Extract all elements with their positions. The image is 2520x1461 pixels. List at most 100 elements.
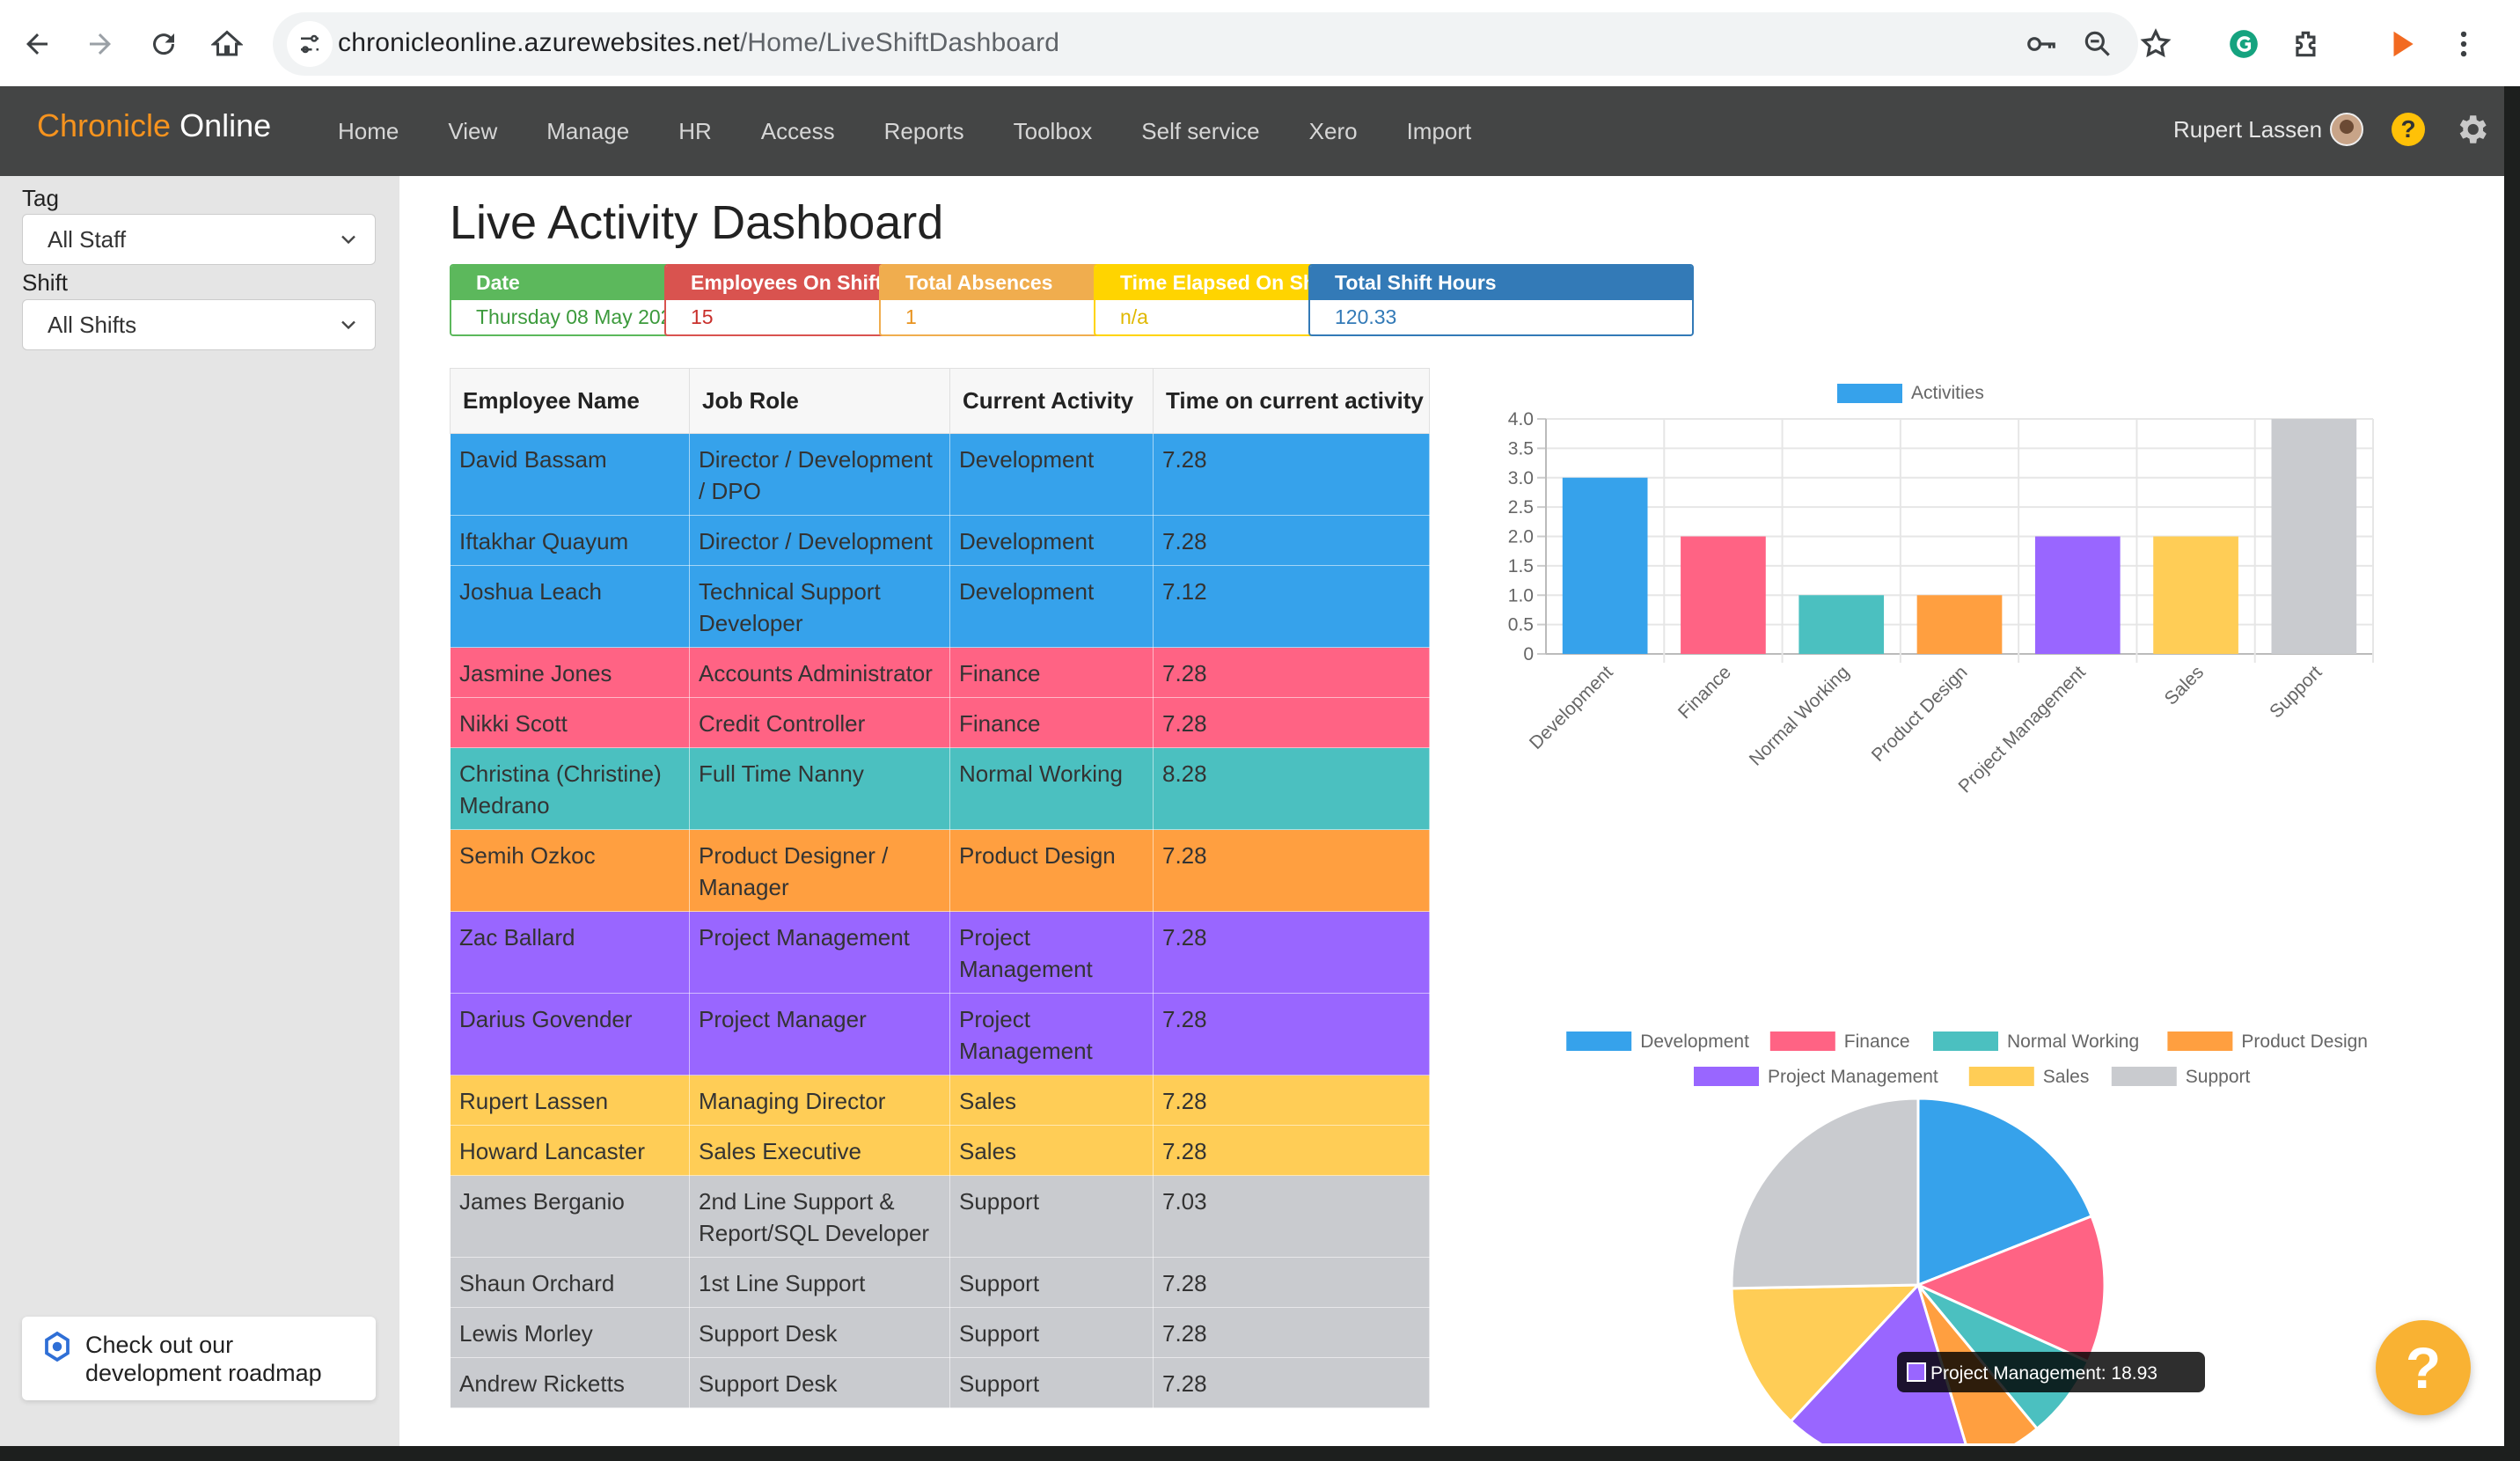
header-employee-name[interactable]: Employee Name (450, 368, 690, 434)
pie-slice-support[interactable] (1730, 1097, 1920, 1290)
bar-finance[interactable] (1681, 536, 1766, 655)
employee-name-cell: Lewis Morley (450, 1307, 690, 1358)
legend-swatch-development[interactable] (1566, 1032, 1632, 1051)
y-tick-label: 2.5 (1508, 497, 1534, 518)
bar-normal-working[interactable] (1798, 595, 1885, 654)
site-info-icon[interactable] (287, 21, 333, 67)
menu-item-self-service[interactable]: Self service (1141, 118, 1260, 144)
pie-slice-project-management[interactable] (1789, 1282, 1971, 1443)
menu-item-home[interactable]: Home (338, 118, 399, 144)
extensions-puzzle-icon[interactable] (2286, 23, 2328, 65)
header-time-on-activity[interactable]: Time on current activity (1153, 368, 1430, 434)
forward-button[interactable] (76, 19, 125, 69)
table-row[interactable]: Nikki Scott Credit Controller Finance 7.28 (450, 697, 1430, 748)
tag-select[interactable]: All Staff (22, 214, 376, 265)
shift-select[interactable]: All Shifts (22, 299, 376, 350)
job-role-cell: Project Manager (689, 993, 950, 1076)
legend-swatch-project-management[interactable] (1694, 1067, 1759, 1086)
bookmark-star-icon[interactable] (2135, 23, 2177, 65)
menu-item-xero[interactable]: Xero (1308, 118, 1358, 144)
support-chat-button[interactable]: ? (2376, 1320, 2471, 1415)
legend-label-sales[interactable]: Sales (2043, 1067, 2090, 1087)
menu-item-access[interactable]: Access (760, 118, 835, 144)
menu-item-toolbox[interactable]: Toolbox (1013, 118, 1093, 144)
time-cell: 7.28 (1153, 1357, 1430, 1408)
menu-item-hr[interactable]: HR (678, 118, 712, 144)
roadmap-logo-icon (45, 1331, 70, 1362)
reload-button[interactable] (139, 19, 188, 69)
table-row[interactable]: Iftakhar Quayum Director / Development Dev… (450, 515, 1430, 566)
table-row[interactable]: James Berganio 2nd Line Support & Report/… (450, 1175, 1430, 1258)
legend-label-project-management[interactable]: Project Management (1768, 1067, 1938, 1087)
table-row[interactable]: Jasmine Jones Accounts Administrator Finan… (450, 647, 1430, 698)
bar-sales[interactable] (2153, 536, 2238, 655)
table-row[interactable]: Darius Govender Project Manager Project Ma… (450, 993, 1430, 1076)
table-row[interactable]: Andrew Ricketts Support Desk Support 7.28 (450, 1357, 1430, 1408)
legend-label-product-design[interactable]: Product Design (2241, 1032, 2368, 1052)
table-row[interactable]: Lewis Morley Support Desk Support 7.28 (450, 1307, 1430, 1358)
legend-label-normal-working[interactable]: Normal Working (2007, 1032, 2139, 1052)
table-row[interactable]: Howard Lancaster Sales Executive Sales 7.28 (450, 1125, 1430, 1176)
time-cell: 8.28 (1153, 747, 1430, 830)
help-icon[interactable]: ? (2392, 113, 2425, 146)
pie-slice-sales[interactable] (1730, 1283, 1922, 1424)
legend-swatch-product-design[interactable] (2167, 1032, 2233, 1051)
back-button[interactable] (12, 19, 62, 69)
pie-slice-development[interactable] (1916, 1097, 2094, 1288)
employee-activity-table: Employee Name Job Role Current Activity … (450, 368, 1430, 1408)
grammarly-extension-icon[interactable] (2223, 23, 2265, 65)
legend-label-support[interactable]: Support (2186, 1067, 2251, 1087)
legend-swatch-normal-working[interactable] (1933, 1032, 1998, 1051)
menu-item-manage[interactable]: Manage (546, 118, 630, 144)
user-menu[interactable]: Rupert Lassen (2173, 116, 2323, 143)
gear-icon[interactable] (2453, 111, 2490, 148)
bar-support[interactable] (2271, 419, 2357, 654)
legend-swatch-finance[interactable] (1769, 1032, 1835, 1051)
stat-value: 120.33 (1335, 305, 1397, 328)
legend-swatch-sales[interactable] (1968, 1067, 2034, 1086)
avatar[interactable] (2330, 113, 2363, 146)
activities-pie-chart: Development Finance Normal Working Product … (1566, 1032, 2368, 1443)
header-job-role[interactable]: Job Role (689, 368, 950, 434)
activity-cell: Support (949, 1357, 1154, 1408)
activity-cell: Finance (949, 647, 1154, 698)
menu-item-reports[interactable]: Reports (883, 118, 964, 144)
header-current-activity[interactable]: Current Activity (949, 368, 1154, 434)
legend-label-finance[interactable]: Finance (1844, 1032, 1910, 1052)
table-row[interactable]: Semih Ozkoc Product Designer / Manager Pro… (450, 829, 1430, 912)
job-role-cell: 2nd Line Support & Report/SQL Developer (689, 1175, 950, 1258)
home-icon (211, 30, 243, 56)
roadmap-link[interactable]: Check out our development roadmap (22, 1317, 376, 1400)
bar-product-design[interactable] (1916, 595, 2003, 654)
stat-value: Thursday 08 May 2025 (476, 305, 684, 328)
employee-name-cell: Howard Lancaster (450, 1125, 690, 1176)
menu-item-view[interactable]: View (448, 118, 498, 144)
more-menu-icon[interactable] (2443, 23, 2485, 65)
table-row[interactable]: Shaun Orchard 1st Line Support Support 7.28 (450, 1257, 1430, 1308)
password-key-icon[interactable] (2020, 23, 2062, 65)
url-text: chronicleonline.azurewebsites.net/Home/L… (338, 28, 1060, 57)
employee-name-cell: Shaun Orchard (450, 1257, 690, 1308)
bar-project-management[interactable] (2034, 536, 2121, 655)
time-cell: 7.28 (1153, 829, 1430, 912)
bar-development[interactable] (1562, 477, 1648, 654)
table-row[interactable]: Joshua Leach Technical Support Developer D… (450, 565, 1430, 648)
address-bar[interactable]: chronicleonline.azurewebsites.net/Home/L… (273, 12, 2138, 76)
table-row[interactable]: David Bassam Director / Development / DPO… (450, 433, 1430, 516)
table-row[interactable]: Zac Ballard Project Management Project Man… (450, 911, 1430, 994)
media-play-extension-icon[interactable] (2381, 23, 2423, 65)
x-tick-label: Development (1526, 662, 1617, 753)
shift-label: Shift (22, 269, 69, 296)
menu-item-import[interactable]: Import (1406, 118, 1472, 144)
zoom-icon[interactable] (2077, 23, 2119, 65)
pie-slice-finance[interactable] (1915, 1214, 2106, 1364)
time-cell: 7.28 (1153, 433, 1430, 516)
time-cell: 7.28 (1153, 1257, 1430, 1308)
brand-logo[interactable]: Chronicle Online (37, 107, 272, 143)
chevron-down-icon (341, 320, 355, 330)
legend-label-development[interactable]: Development (1640, 1032, 1749, 1052)
legend-swatch-support[interactable] (2111, 1067, 2177, 1086)
home-button[interactable] (202, 19, 252, 69)
table-row[interactable]: Rupert Lassen Managing Director Sales 7.28 (450, 1075, 1430, 1126)
table-row[interactable]: Christina (Christine) Medrano Full Time N… (450, 747, 1430, 830)
